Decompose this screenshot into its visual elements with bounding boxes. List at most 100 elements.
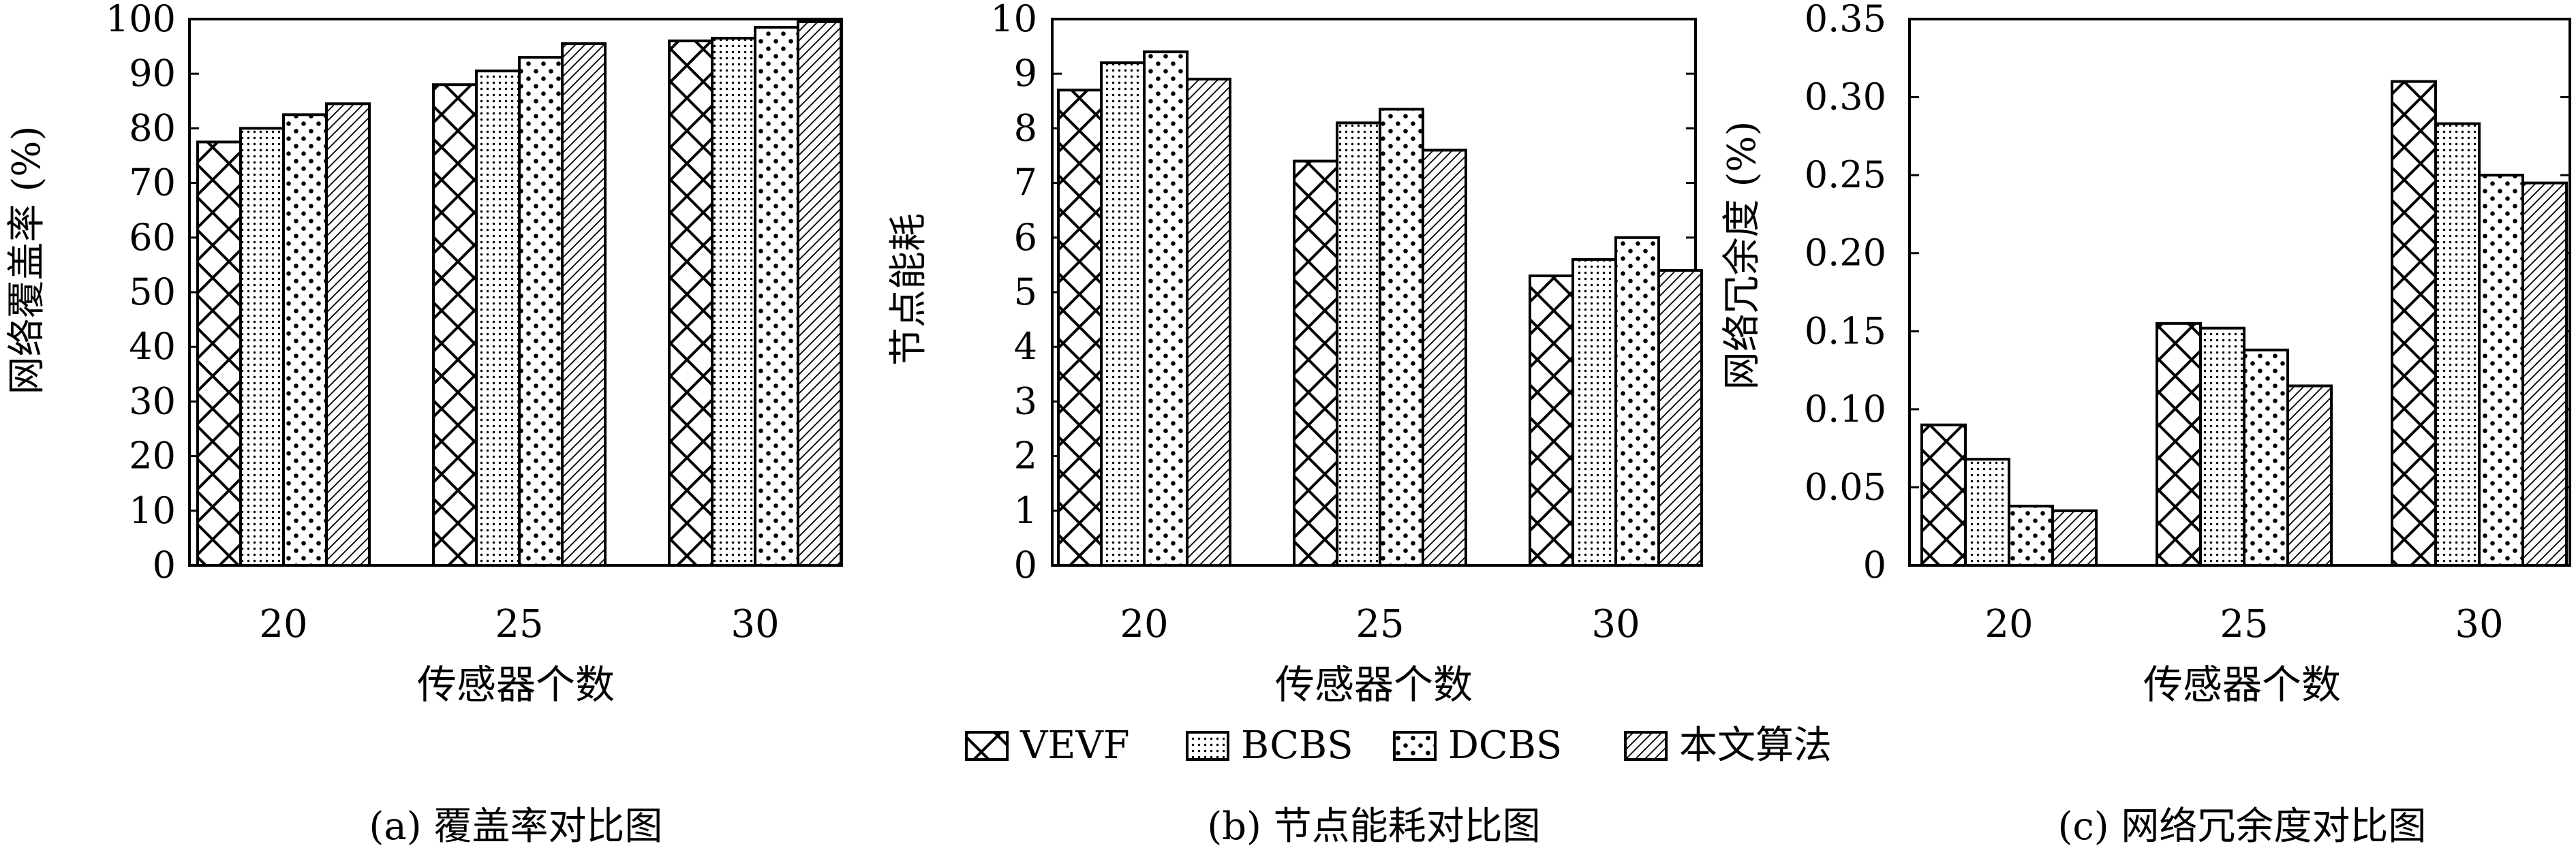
y-tick-label: 0.15	[1805, 309, 1886, 352]
y-tick-label: 10	[990, 0, 1037, 40]
y-tick-label: 2	[1014, 435, 1037, 478]
bar-redundancy-dcbs-20	[2008, 504, 2054, 567]
bar-coverage-dcbs-25	[518, 56, 564, 567]
bar-coverage-bcbs-25	[475, 69, 521, 567]
legend: VEVF BCBS DCBS 本文算法	[965, 723, 1832, 768]
bar-coverage-dcbs-30	[754, 26, 799, 567]
bars-redundancy	[1920, 80, 2568, 567]
y-tick-label: 50	[129, 270, 176, 313]
caption-coverage: (a) 覆盖率对比图	[369, 804, 663, 849]
x-tick-label: 25	[2220, 602, 2268, 646]
bar-redundancy-vevf-30	[2391, 80, 2437, 567]
y-tick-label: 0.35	[1805, 0, 1886, 40]
y-tick-label: 6	[1014, 216, 1037, 259]
bar-energy-bcbs-25	[1336, 121, 1381, 567]
legend-swatch-bcbs	[1186, 731, 1229, 761]
y-axis-label-coverage: 网络覆盖率 (%)	[5, 126, 49, 395]
legend-label-bcbs: BCBS	[1241, 723, 1353, 768]
y-tick-label: 20	[129, 435, 176, 478]
y-tick-label: 0.25	[1805, 153, 1886, 196]
legend-swatch-ours	[1624, 731, 1668, 761]
y-ticks-redundancy: 0 0.05 0.10 0.15 0.20 0.25 0.30 0.35	[1805, 0, 2570, 586]
bar-redundancy-ours-25	[2286, 384, 2333, 567]
legend-swatch-vevf	[965, 731, 1009, 761]
y-tick-label: 3	[1014, 379, 1037, 422]
legend-label-ours: 本文算法	[1679, 723, 1832, 768]
chart-redundancy: 0 0.05 0.10 0.15 0.20 0.25 0.30 0.35 20 25 30 网络冗…	[1720, 0, 2571, 849]
y-tick-label: 9	[1014, 52, 1037, 95]
x-axis-label-redundancy: 传感器个数	[2143, 661, 2341, 708]
bar-redundancy-vevf-25	[2156, 322, 2202, 567]
x-tick-label: 25	[495, 602, 543, 646]
bar-redundancy-dcbs-30	[2478, 174, 2524, 567]
legend-label-vevf: VEVF	[1019, 723, 1130, 768]
caption-energy: (b) 节点能耗对比图	[1207, 804, 1540, 849]
y-tick-label: 30	[129, 379, 176, 422]
bar-redundancy-bcbs-30	[2434, 122, 2481, 567]
bar-coverage-bcbs-30	[711, 37, 756, 567]
x-tick-label: 25	[1355, 602, 1404, 646]
x-axis-label-coverage: 传感器个数	[417, 661, 615, 708]
y-tick-label: 40	[129, 325, 176, 368]
caption-redundancy: (c) 网络冗余度对比图	[2058, 804, 2427, 849]
y-tick-label: 1	[1014, 489, 1037, 532]
bars-energy	[1057, 50, 1703, 567]
bar-redundancy-ours-30	[2521, 181, 2568, 567]
x-ticks-redundancy: 20 25 30	[1984, 602, 2503, 646]
x-ticks-energy: 20 25 30	[1120, 602, 1640, 646]
bar-energy-ours-25	[1422, 148, 1467, 567]
x-tick-label: 30	[2455, 602, 2503, 646]
x-tick-label: 20	[1120, 602, 1168, 646]
y-tick-label: 5	[1014, 270, 1037, 313]
y-axis-label-energy: 节点能耗	[887, 213, 931, 366]
y-tick-label: 60	[129, 216, 176, 259]
y-tick-label: 100	[106, 0, 176, 40]
bar-energy-bcbs-30	[1571, 257, 1617, 567]
bar-redundancy-bcbs-20	[1964, 458, 2010, 567]
bar-energy-bcbs-20	[1100, 61, 1146, 567]
bar-coverage-bcbs-20	[239, 127, 285, 567]
y-tick-label: 0	[153, 544, 176, 586]
bar-coverage-vevf-25	[432, 83, 478, 567]
y-tick-label: 10	[129, 489, 176, 532]
y-tick-label: 80	[129, 106, 176, 149]
y-tick-label: 90	[129, 52, 176, 95]
bar-redundancy-bcbs-25	[2199, 326, 2245, 567]
bar-energy-vevf-20	[1057, 89, 1103, 567]
y-tick-label: 0.20	[1805, 232, 1886, 275]
y-axis-label-redundancy: 网络冗余度 (%)	[1720, 121, 1764, 390]
y-tick-label: 7	[1014, 161, 1037, 204]
y-tick-label: 0	[1863, 544, 1886, 586]
legend-label-dcbs: DCBS	[1448, 723, 1562, 768]
y-ticks-coverage: 0 10 20 30 40 50 60 70 80 90 100	[106, 0, 842, 586]
legend-swatch-dcbs	[1393, 731, 1437, 761]
chart-energy: 0 1 2 3 4 5 6 7 8 9 10 20 25 30 节点能耗 传感器个数 (b) 节点能耗对…	[887, 0, 1703, 849]
bar-coverage-ours-30	[797, 20, 842, 567]
y-tick-label: 70	[129, 161, 176, 204]
y-tick-label: 8	[1014, 106, 1037, 149]
bar-energy-dcbs-25	[1379, 108, 1424, 567]
x-tick-label: 30	[1591, 602, 1640, 646]
y-tick-label: 0	[1014, 544, 1037, 586]
bar-energy-ours-30	[1657, 268, 1703, 567]
bar-energy-dcbs-20	[1143, 50, 1189, 567]
y-tick-label: 0.10	[1805, 388, 1886, 430]
bar-coverage-vevf-30	[668, 40, 714, 567]
bar-coverage-ours-25	[561, 42, 607, 567]
bar-energy-ours-20	[1186, 78, 1231, 567]
x-tick-label: 20	[1984, 602, 2033, 646]
y-tick-label: 0.05	[1805, 465, 1886, 508]
bar-energy-vevf-25	[1293, 159, 1338, 567]
x-ticks-coverage: 20 25 30	[259, 602, 779, 646]
bar-energy-dcbs-30	[1614, 236, 1660, 567]
bars-coverage	[196, 20, 842, 567]
x-axis-label-energy: 传感器个数	[1275, 661, 1473, 708]
bar-coverage-dcbs-20	[282, 113, 328, 567]
bar-redundancy-ours-20	[2051, 509, 2098, 567]
x-tick-label: 30	[731, 602, 779, 646]
y-tick-label: 0.30	[1805, 76, 1886, 119]
x-tick-label: 20	[259, 602, 307, 646]
bar-coverage-ours-20	[325, 102, 371, 567]
